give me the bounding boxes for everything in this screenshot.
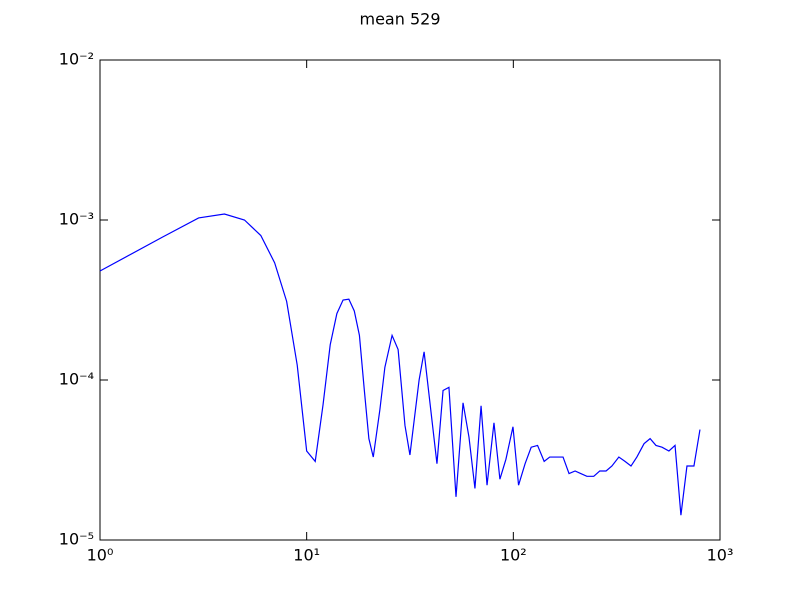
chart-title: mean 529 — [360, 10, 441, 29]
y-tick-label: 10⁻³ — [59, 210, 94, 229]
plot-frame — [99, 59, 721, 541]
y-tick-label: 10⁻⁴ — [59, 370, 94, 389]
y-tick-label: 10⁻⁵ — [59, 530, 94, 549]
x-tick-label: 10³ — [707, 546, 734, 565]
x-tick-label: 10⁰ — [87, 546, 114, 565]
data-line — [99, 213, 701, 516]
y-tick-label: 10⁻² — [59, 50, 94, 69]
x-tick-label: 10² — [500, 546, 527, 565]
x-tick-label: 10¹ — [293, 546, 320, 565]
